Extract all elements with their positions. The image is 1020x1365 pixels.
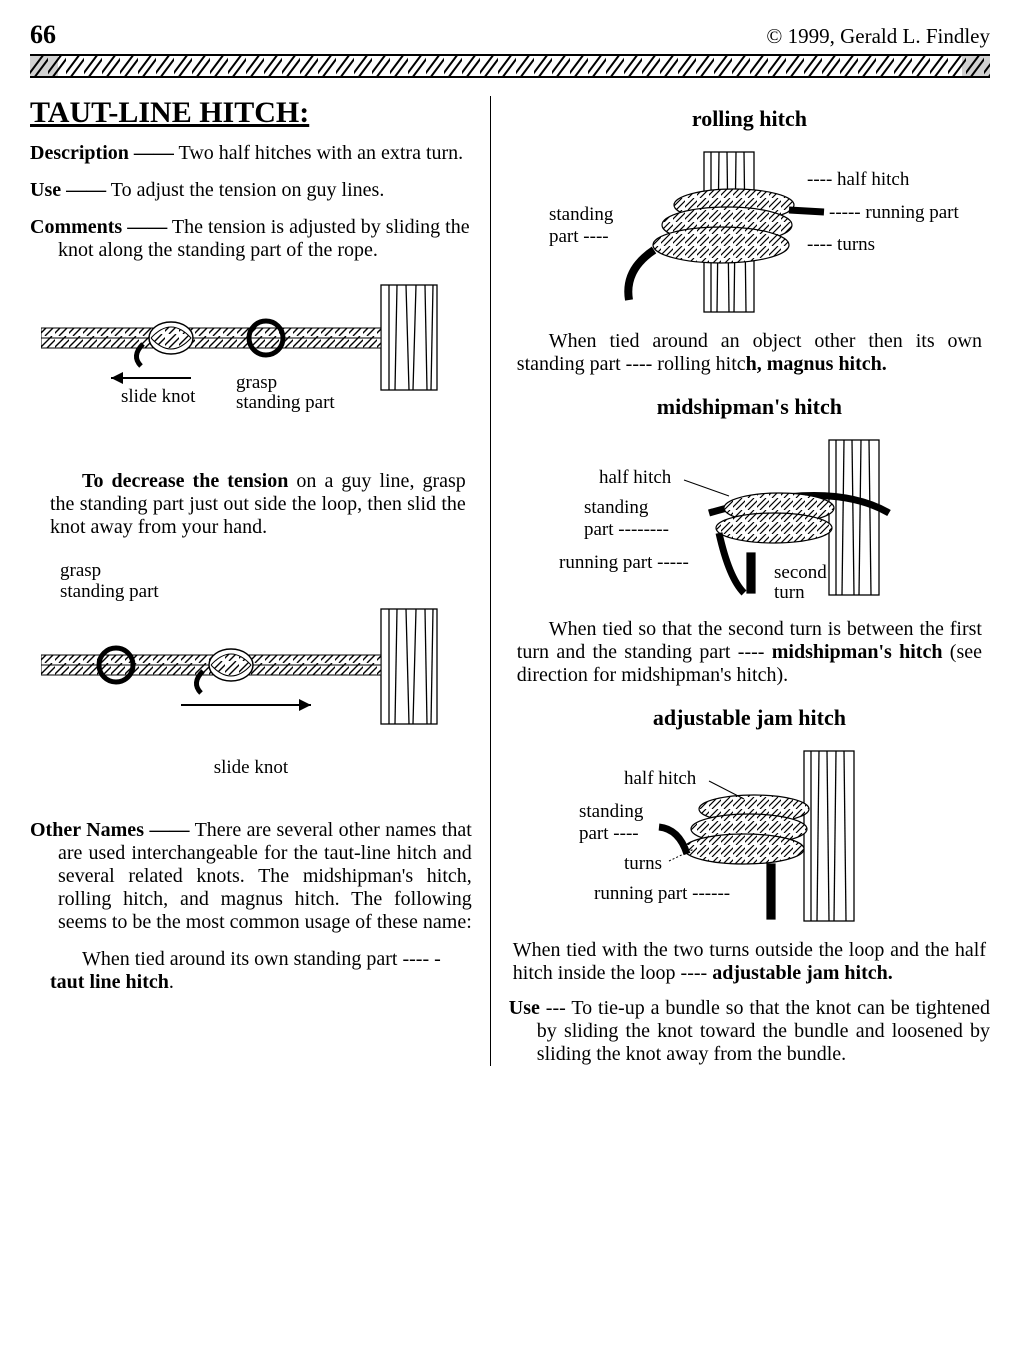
left-column: TAUT-LINE HITCH: Description —— Two half… (30, 96, 491, 1066)
adj-half-hitch-label: half hitch (624, 768, 697, 789)
adjustable-jam-para: When tied with the two turns outside the… (509, 939, 990, 985)
adj-running-part-label: running part ------ (594, 883, 730, 904)
use-entry: Use —— To adjust the tension on guy line… (30, 179, 472, 202)
description-text: Two half hitches with an extra turn. (174, 142, 463, 164)
decrease-tension-para: To decrease the tension on a guy line, g… (30, 470, 472, 539)
comments-entry: Comments —— The tension is adjusted by s… (30, 216, 472, 262)
fig2-standing-part-label: standing part (60, 582, 472, 603)
rope-border-icon (30, 54, 990, 78)
copyright: © 1999, Gerald L. Findley (766, 24, 990, 49)
midship-bold: midshipman's hitch (772, 641, 943, 663)
use2-entry: Use --- To tie-up a bundle so that the k… (509, 997, 990, 1066)
description-label: Description —— (30, 142, 174, 164)
fig1-slide-knot-label: slide knot (121, 386, 196, 407)
midshipman-title: midshipman's hitch (509, 394, 990, 420)
page-title: TAUT-LINE HITCH: (30, 96, 472, 130)
adj-turns-label: turns (624, 853, 662, 874)
fig1-grasp-label: grasp (236, 372, 277, 393)
midship-turn-label: turn (774, 582, 805, 603)
taut-line-figure-1: slide knot grasp standing part (41, 280, 461, 450)
other-names-label: Other Names —— (30, 819, 189, 841)
taut-line-figure-2 (41, 607, 461, 747)
rolling-half-hitch-label: ---- half hitch (807, 169, 910, 190)
midship-standing-label: standing (584, 497, 649, 518)
comments-label: Comments —— (30, 216, 167, 238)
rolling-hitch-figure: standing part ---- ---- half hitch -----… (529, 150, 969, 320)
rolling-standing-label: standing (549, 204, 614, 225)
rolling-running-part-label: ----- running part (829, 202, 960, 223)
taut-line-bold: taut line hitch (50, 971, 169, 993)
own-standing-text: When tied around its own standing part -… (82, 948, 429, 970)
fig2-grasp-label: grasp (60, 561, 472, 582)
rolling-text-bold: h, magnus hitch. (746, 353, 887, 375)
rolling-hitch-title: rolling hitch (509, 106, 990, 132)
midship-half-hitch-label: half hitch (599, 467, 672, 488)
midshipman-figure: half hitch standing part -------- runnin… (529, 438, 969, 608)
own-standing-para: When tied around its own standing part -… (30, 948, 472, 994)
page-number: 66 (30, 20, 56, 50)
rolling-turns-label: ---- turns (807, 234, 875, 255)
use2-text: --- To tie-up a bundle so that the knot … (537, 997, 990, 1065)
midshipman-para: When tied so that the second turn is bet… (509, 618, 990, 687)
midship-second-label: second (774, 562, 827, 583)
adjustable-jam-figure: half hitch standing part ---- turns runn… (529, 749, 969, 929)
use-label: Use —— (30, 179, 106, 201)
decrease-bold: To decrease the tension (82, 470, 288, 492)
midship-running-part-label: running part ----- (559, 552, 689, 573)
two-column-layout: TAUT-LINE HITCH: Description —— Two half… (30, 96, 990, 1066)
right-column: rolling hitch (491, 96, 990, 1066)
description-entry: Description —— Two half hitches with an … (30, 142, 472, 165)
other-names-entry: Other Names —— There are several other n… (30, 819, 472, 934)
adjustable-jam-title: adjustable jam hitch (509, 705, 990, 731)
use2-label: Use (509, 997, 540, 1019)
fig2-slide-knot-label: slide knot (30, 757, 472, 779)
fig2-grasp-block: grasp standing part (30, 561, 472, 603)
use-text: To adjust the tension on guy lines. (106, 179, 384, 201)
page-header: 66 © 1999, Gerald L. Findley (30, 20, 990, 50)
rolling-hitch-para: When tied around an object other then it… (509, 330, 990, 376)
adj-standing-label: standing (579, 801, 644, 822)
rolling-part-label: part ---- (549, 226, 609, 247)
fig1-standing-part-label: standing part (236, 392, 335, 413)
midship-part-label: part -------- (584, 519, 669, 540)
adj-bold: adjustable jam hitch. (712, 962, 893, 984)
adj-part-label: part ---- (579, 823, 639, 844)
